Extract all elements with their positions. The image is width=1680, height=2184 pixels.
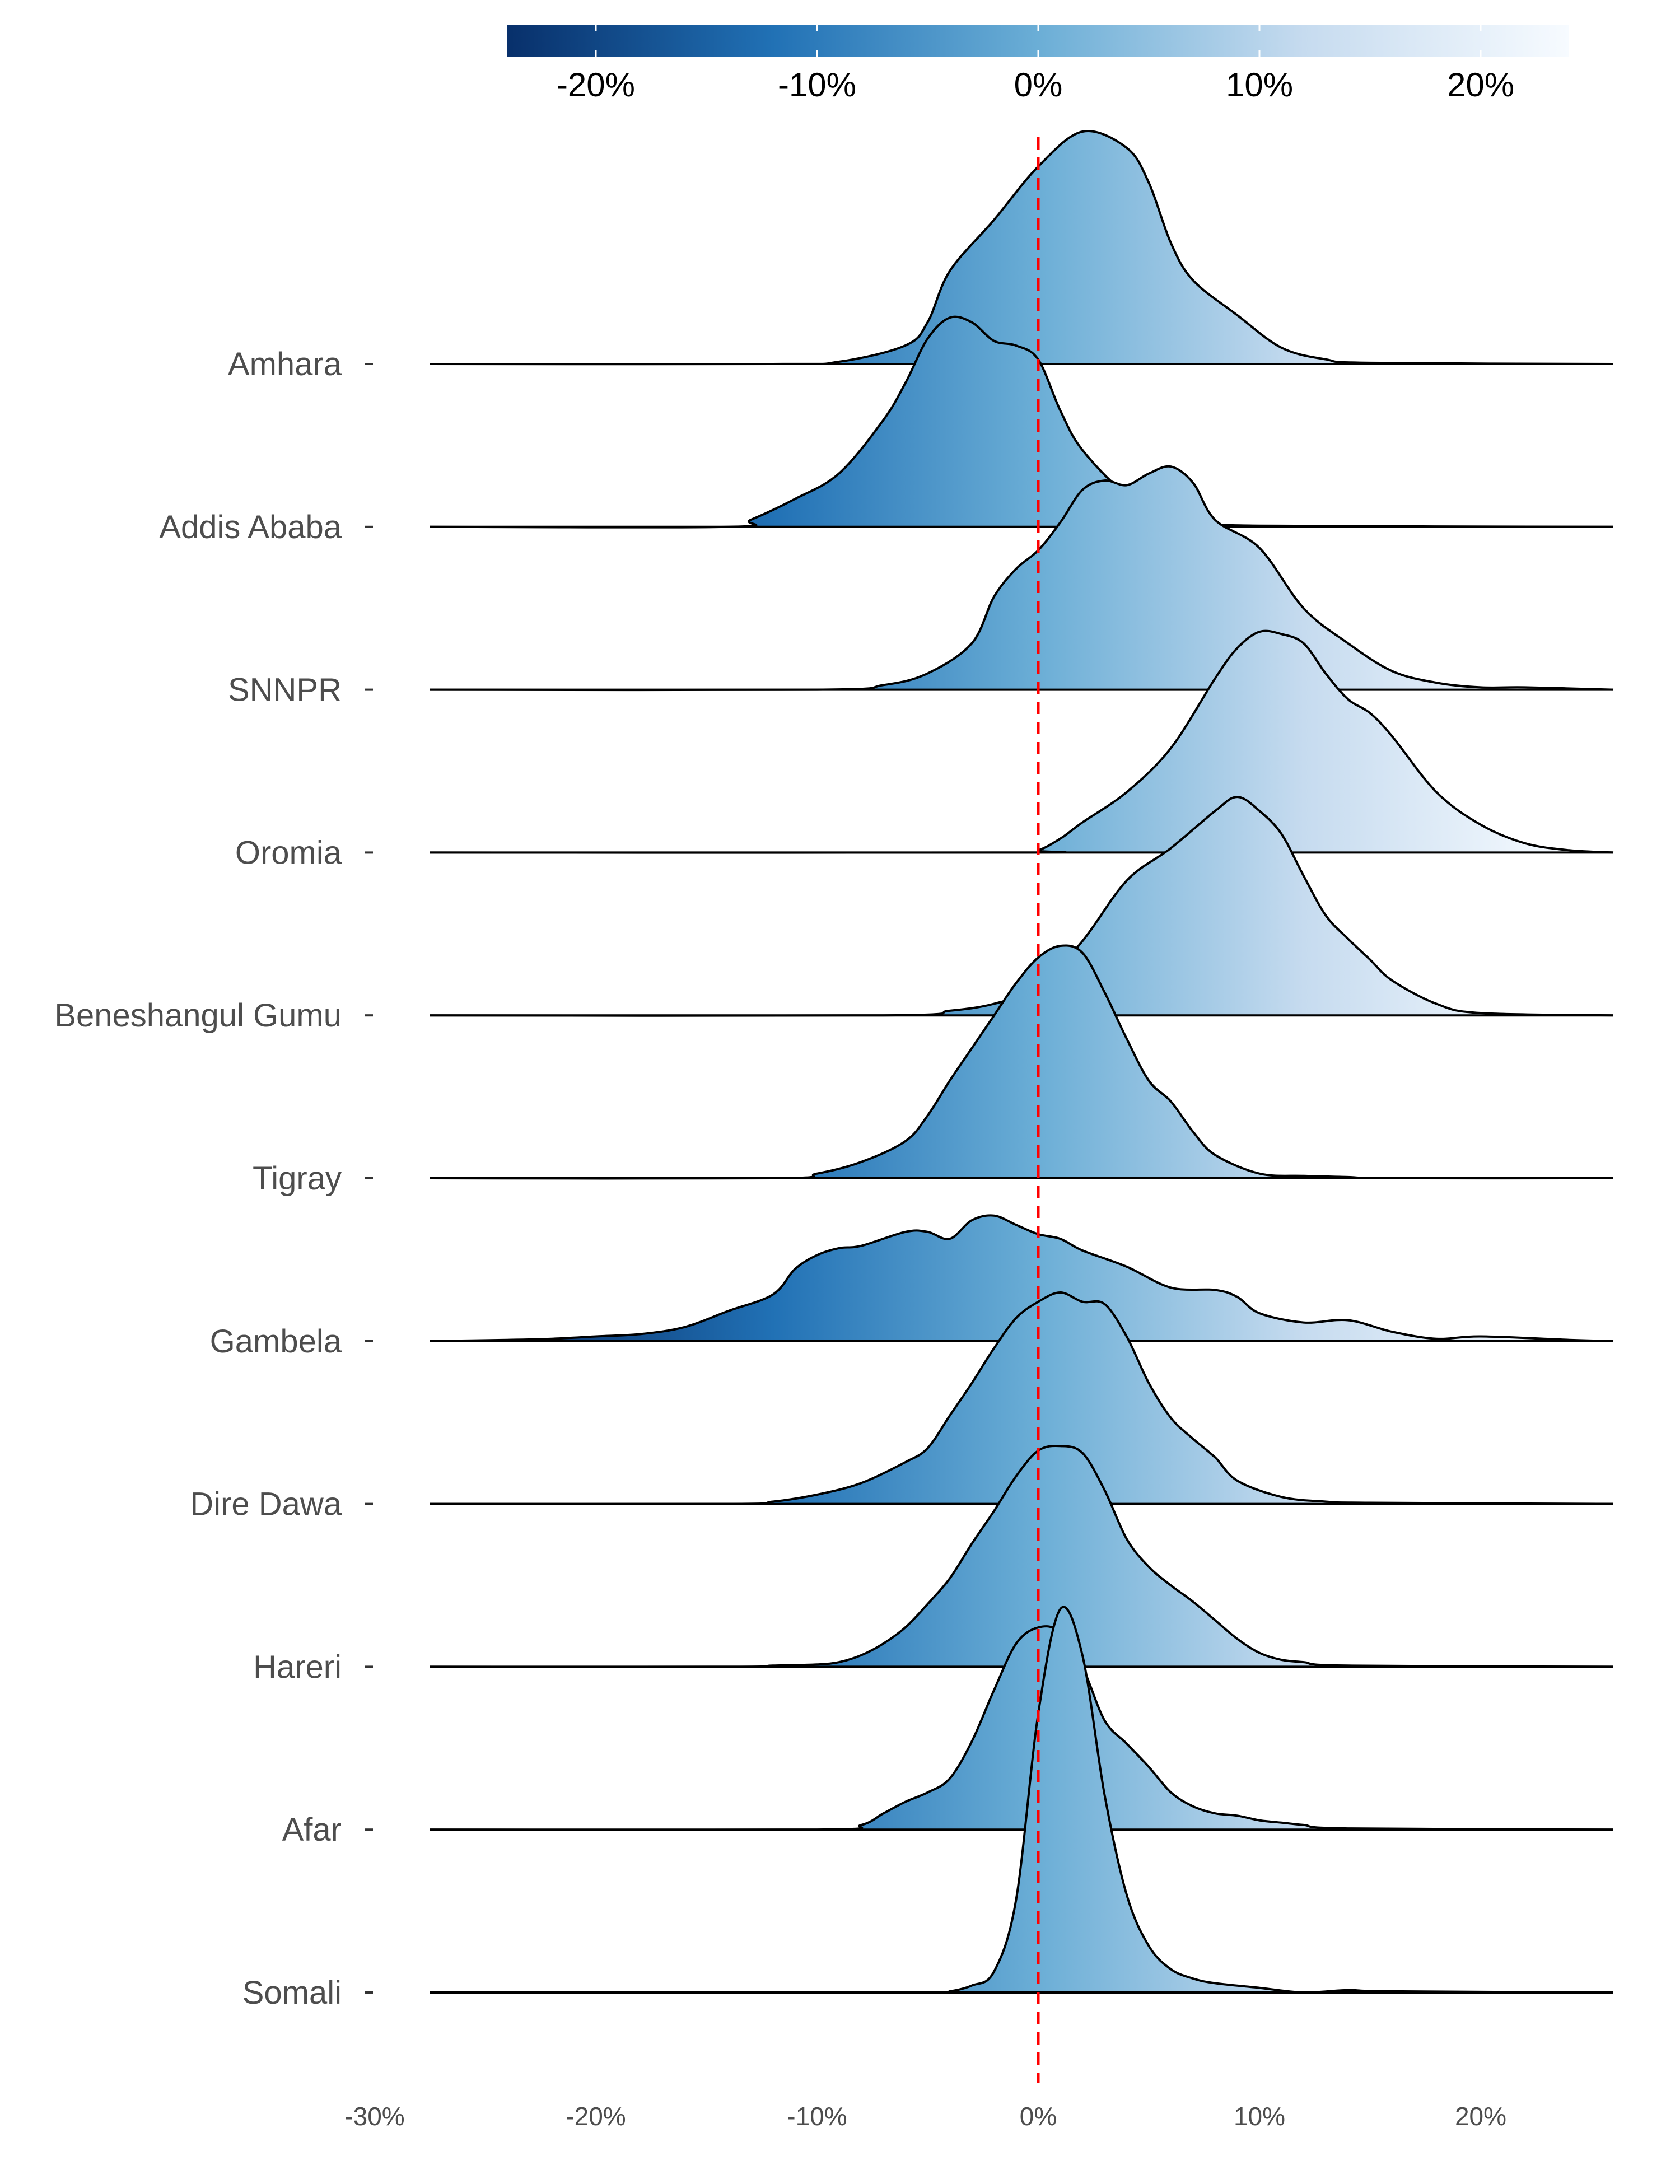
y-tick-label-dire-dawa: Dire Dawa (190, 1486, 342, 1523)
density-ridges (430, 130, 1614, 1994)
ridge-fill-gambela (430, 1215, 1613, 1341)
ridge-outline-snnpr (430, 465, 1614, 692)
ridge-fill-hareri (430, 1445, 1613, 1667)
ridge-fill-snnpr (430, 466, 1613, 690)
ridge-fill-addis-ababa (430, 316, 1613, 528)
ridge-outline-gambela (430, 1214, 1614, 1342)
x-tick-label: -10% (787, 2102, 847, 2131)
y-tick-label-oromia: Oromia (235, 834, 342, 871)
ridge-fill-dire-dawa (430, 1292, 1613, 1504)
ridge-outline-dire-dawa (430, 1291, 1614, 1505)
ridge-somali (430, 1606, 1614, 1994)
ridge-fill-somali (430, 1607, 1613, 1993)
y-tick-label-somali: Somali (242, 1975, 342, 2011)
ridge-outline-beneshangul-gumu (430, 796, 1614, 1017)
legend-tick-label: -20% (557, 66, 635, 104)
ridge-fill-tigray (430, 945, 1613, 1179)
x-tick-label: 0% (1020, 2102, 1057, 2131)
ridge-afar (430, 1625, 1614, 1831)
y-tick-label-snnpr: SNNPR (228, 672, 342, 708)
ridge-outline-hareri (430, 1444, 1614, 1668)
legend-tick-label: 20% (1447, 66, 1514, 104)
ridge-amhara (430, 130, 1614, 366)
y-axis: Amhara Addis Ababa SNNPR Oromia Beneshangul … (54, 346, 373, 2011)
ridge-oromia (430, 629, 1614, 854)
ridge-fill-afar (430, 1626, 1613, 1830)
y-tick-label-afar: Afar (282, 1812, 342, 1848)
legend-tick-label: -10% (778, 66, 856, 104)
ridge-fill-beneshangul-gumu (430, 797, 1613, 1016)
x-tick-label: -20% (566, 2102, 626, 2131)
y-tick-label-hareri: Hareri (253, 1649, 342, 1685)
y-tick-label-addis-ababa: Addis Ababa (159, 509, 342, 545)
ridge-addis-ababa (430, 315, 1614, 529)
x-tick-label: 10% (1234, 2102, 1285, 2131)
y-tick-label-gambela: Gambela (210, 1323, 342, 1360)
x-axis: -30% -20% -10% 0% 10% 20% (344, 2102, 1506, 2131)
y-tick-label-amhara: Amhara (228, 346, 342, 382)
y-tick-label-tigray: Tigray (253, 1160, 342, 1197)
y-tick-label-beneshangul-gumu: Beneshangul Gumu (54, 997, 342, 1034)
ridge-tigray (430, 944, 1614, 1180)
ridge-snnpr (430, 465, 1614, 692)
ridge-outline-amhara (430, 130, 1614, 366)
legend-tick-label: 10% (1226, 66, 1293, 104)
ridge-outline-tigray (430, 944, 1614, 1180)
ridge-fill-oromia (430, 631, 1613, 853)
x-tick-label: -30% (344, 2102, 404, 2131)
ridge-fill-amhara (430, 131, 1613, 365)
legend-tick-label: 0% (1014, 66, 1063, 104)
ridge-hareri (430, 1444, 1614, 1668)
color-legend: -20% -10% 0% 10% 20% (507, 25, 1569, 104)
x-tick-label: 20% (1455, 2102, 1506, 2131)
